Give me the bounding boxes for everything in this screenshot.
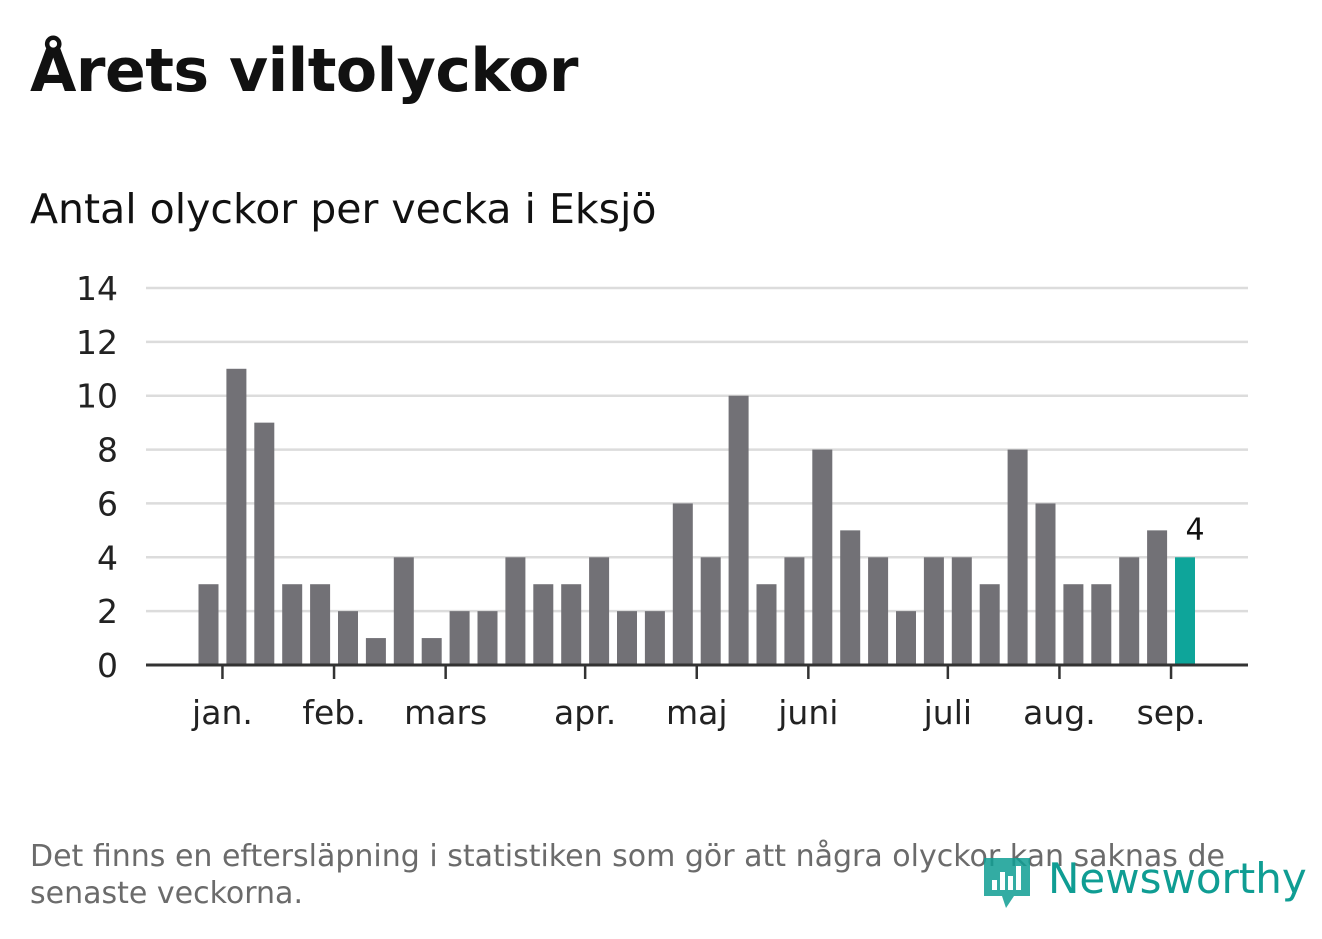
bar <box>198 584 219 665</box>
bar-highlight <box>1175 557 1195 665</box>
newsworthy-logo-icon <box>984 858 1030 908</box>
bar <box>505 557 526 665</box>
bar <box>1007 449 1028 665</box>
month-label: mars <box>404 693 487 732</box>
bar <box>1147 530 1168 665</box>
y-tick-label: 14 <box>76 269 118 308</box>
bar <box>700 557 721 665</box>
x-axis: jan. feb. mars apr. maj juni juli aug. sep. <box>146 663 1248 732</box>
y-tick-label: 10 <box>76 377 118 416</box>
month-label: aug. <box>1023 693 1096 732</box>
bar <box>282 584 303 665</box>
bar <box>310 584 331 665</box>
bars <box>198 368 1195 665</box>
month-label: apr. <box>554 693 616 732</box>
footnote: Det finns en eftersläpning i statistiken… <box>30 839 1225 911</box>
logo-text: Newsworthy <box>1048 854 1307 903</box>
bar <box>756 584 777 665</box>
y-tick-label: 6 <box>97 484 118 523</box>
bar <box>868 557 889 665</box>
y-axis-ticks: 0 2 4 6 8 10 12 14 <box>76 269 118 685</box>
bar <box>1035 503 1056 665</box>
bar <box>979 584 1000 665</box>
month-label: jan. <box>191 693 253 732</box>
bar <box>617 611 637 665</box>
month-label: juni <box>777 693 838 732</box>
bar <box>784 557 805 665</box>
bar <box>644 611 665 665</box>
newsworthy-logo: Newsworthy <box>980 852 1307 912</box>
bar <box>338 611 358 665</box>
bar <box>896 611 916 665</box>
chart-subtitle: Antal olyckor per vecka i Eksjö <box>30 185 657 233</box>
bar <box>951 557 972 665</box>
bar-chart: 0 2 4 6 8 10 12 14 jan. feb. mars apr. maj juni juli a… <box>76 269 1248 732</box>
month-label: maj <box>666 693 728 732</box>
bar <box>672 503 693 665</box>
bar <box>923 557 944 665</box>
bar <box>421 638 442 665</box>
bar <box>728 395 749 665</box>
bar <box>561 584 582 665</box>
chart-title: Årets viltolyckor <box>30 36 579 106</box>
bar <box>533 584 554 665</box>
data-labels: 4 <box>1185 512 1204 547</box>
bar <box>1063 584 1084 665</box>
bar <box>393 557 414 665</box>
bar <box>1119 557 1140 665</box>
month-label: feb. <box>302 693 365 732</box>
month-label: sep. <box>1137 693 1206 732</box>
y-tick-label: 8 <box>97 431 118 470</box>
y-tick-label: 12 <box>76 323 118 362</box>
last-value-label: 4 <box>1185 512 1204 547</box>
bar <box>254 422 275 665</box>
bar <box>226 368 247 665</box>
gridlines <box>146 286 1248 613</box>
month-label: juli <box>923 693 972 732</box>
y-tick-label: 2 <box>97 592 118 631</box>
bar <box>589 557 610 665</box>
y-tick-label: 0 <box>97 646 118 685</box>
bar <box>812 449 833 665</box>
bar <box>365 638 386 665</box>
bar <box>1091 584 1112 665</box>
bar <box>449 611 470 665</box>
bar <box>477 611 498 665</box>
bar <box>840 530 861 665</box>
y-tick-label: 4 <box>97 538 118 577</box>
